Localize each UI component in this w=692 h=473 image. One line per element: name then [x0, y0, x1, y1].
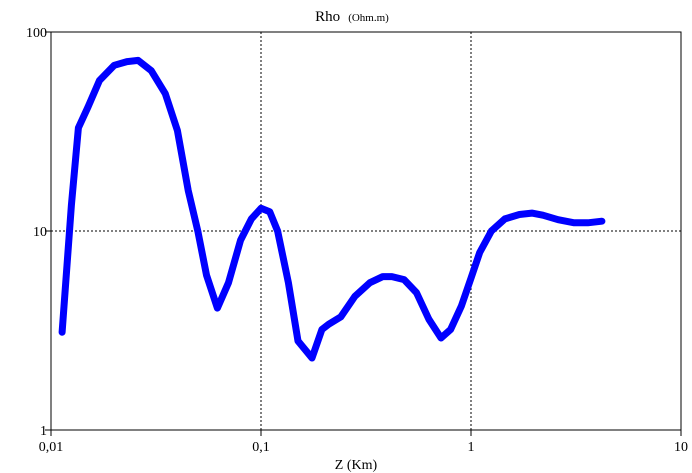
x-tick-label: 0,01: [39, 440, 64, 455]
x-tick-label: 10: [674, 440, 688, 455]
y-tick-label: 100: [26, 26, 47, 41]
x-axis-label: Z (Km): [335, 458, 378, 473]
x-tick-label: 0,1: [252, 440, 270, 455]
y-tick-label: 1: [40, 424, 47, 439]
grid-layer: [51, 32, 681, 430]
plot-frame: [50, 31, 682, 431]
chart-title-main: Rho: [315, 9, 340, 25]
chart-title-unit: (Ohm.m): [348, 12, 389, 24]
chart-title: Rho (Ohm.m): [315, 8, 389, 25]
series-line-rho: [58, 56, 606, 362]
x-tick-label: 1: [468, 440, 475, 455]
y-tick-label: 10: [33, 225, 47, 240]
tick-layer: 0,01 0,1 1 10 1 10 100: [26, 26, 688, 455]
